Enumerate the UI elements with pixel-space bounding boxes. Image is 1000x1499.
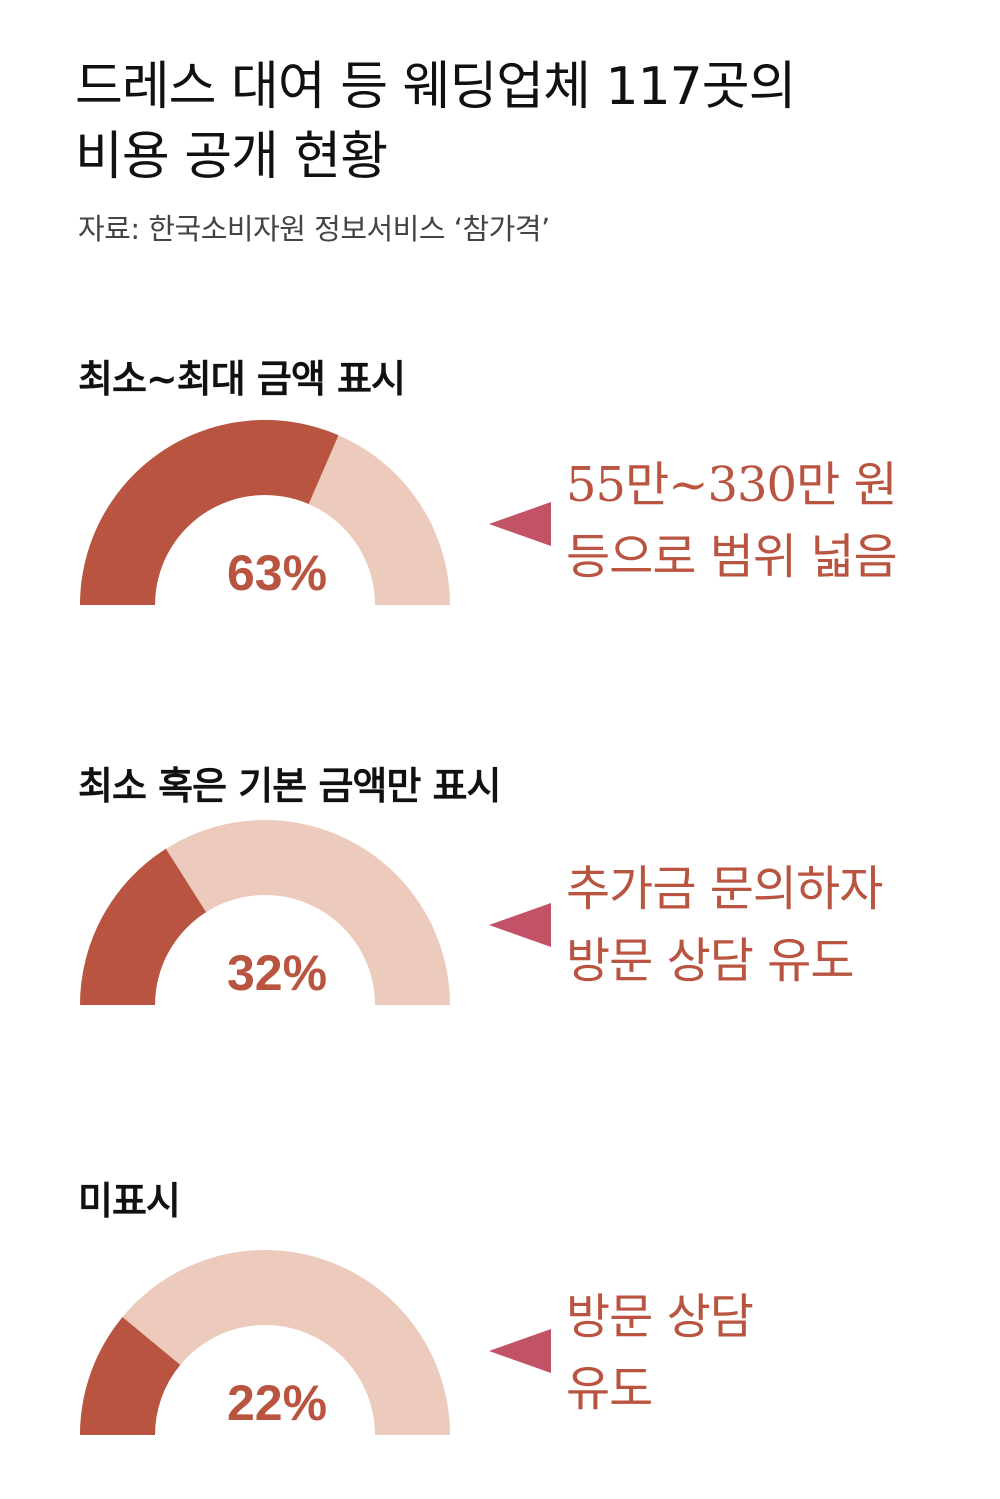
page-title: 드레스 대여 등 웨딩업체 117곳의 비용 공개 현황: [75, 52, 796, 192]
gauge-fill-2: [80, 848, 207, 1005]
gauge-track-3: [80, 1250, 450, 1435]
annotation-1-line-1: 55만~330만 원: [566, 457, 898, 513]
annotation-1-line-2: 등으로 범위 넓음: [566, 529, 898, 585]
annotation-2: 추가금 문의하자 방문 상담 유도: [566, 853, 883, 997]
section-label-2: 최소 혹은 기본 금액만 표시: [78, 764, 501, 808]
gauge-chart-3: 22%: [80, 1250, 450, 1435]
gauge-chart-1: 63%: [80, 420, 450, 605]
gauge-chart-2: 32%: [80, 820, 450, 1005]
percent-label-3: 22%: [227, 1375, 327, 1431]
gauge-fill-1: [80, 420, 339, 605]
annotation-3-line-2: 유도: [566, 1361, 653, 1417]
source-note: 자료: 한국소비자원 정보서비스 ‘참가격’: [78, 212, 550, 246]
percent-label-2: 32%: [227, 945, 327, 1001]
annotation-1: 55만~330만 원 등으로 범위 넓음: [566, 449, 898, 593]
section-label-1: 최소~최대 금액 표시: [78, 357, 406, 401]
title-line-2: 비용 공개 현황: [75, 127, 388, 187]
gauge-fill-3: [80, 1317, 181, 1435]
annotation-3-line-1: 방문 상담: [566, 1289, 754, 1345]
annotation-3: 방문 상담 유도: [566, 1281, 754, 1425]
pointer-icon-2: [489, 903, 551, 947]
title-line-1: 드레스 대여 등 웨딩업체 117곳의: [75, 57, 796, 117]
pointer-icon-3: [489, 1329, 551, 1373]
annotation-2-line-2: 방문 상담 유도: [566, 933, 854, 989]
section-label-3: 미표시: [78, 1179, 181, 1223]
annotation-2-line-1: 추가금 문의하자: [566, 861, 883, 917]
pointer-icon-1: [489, 502, 551, 546]
percent-label-1: 63%: [227, 545, 327, 601]
